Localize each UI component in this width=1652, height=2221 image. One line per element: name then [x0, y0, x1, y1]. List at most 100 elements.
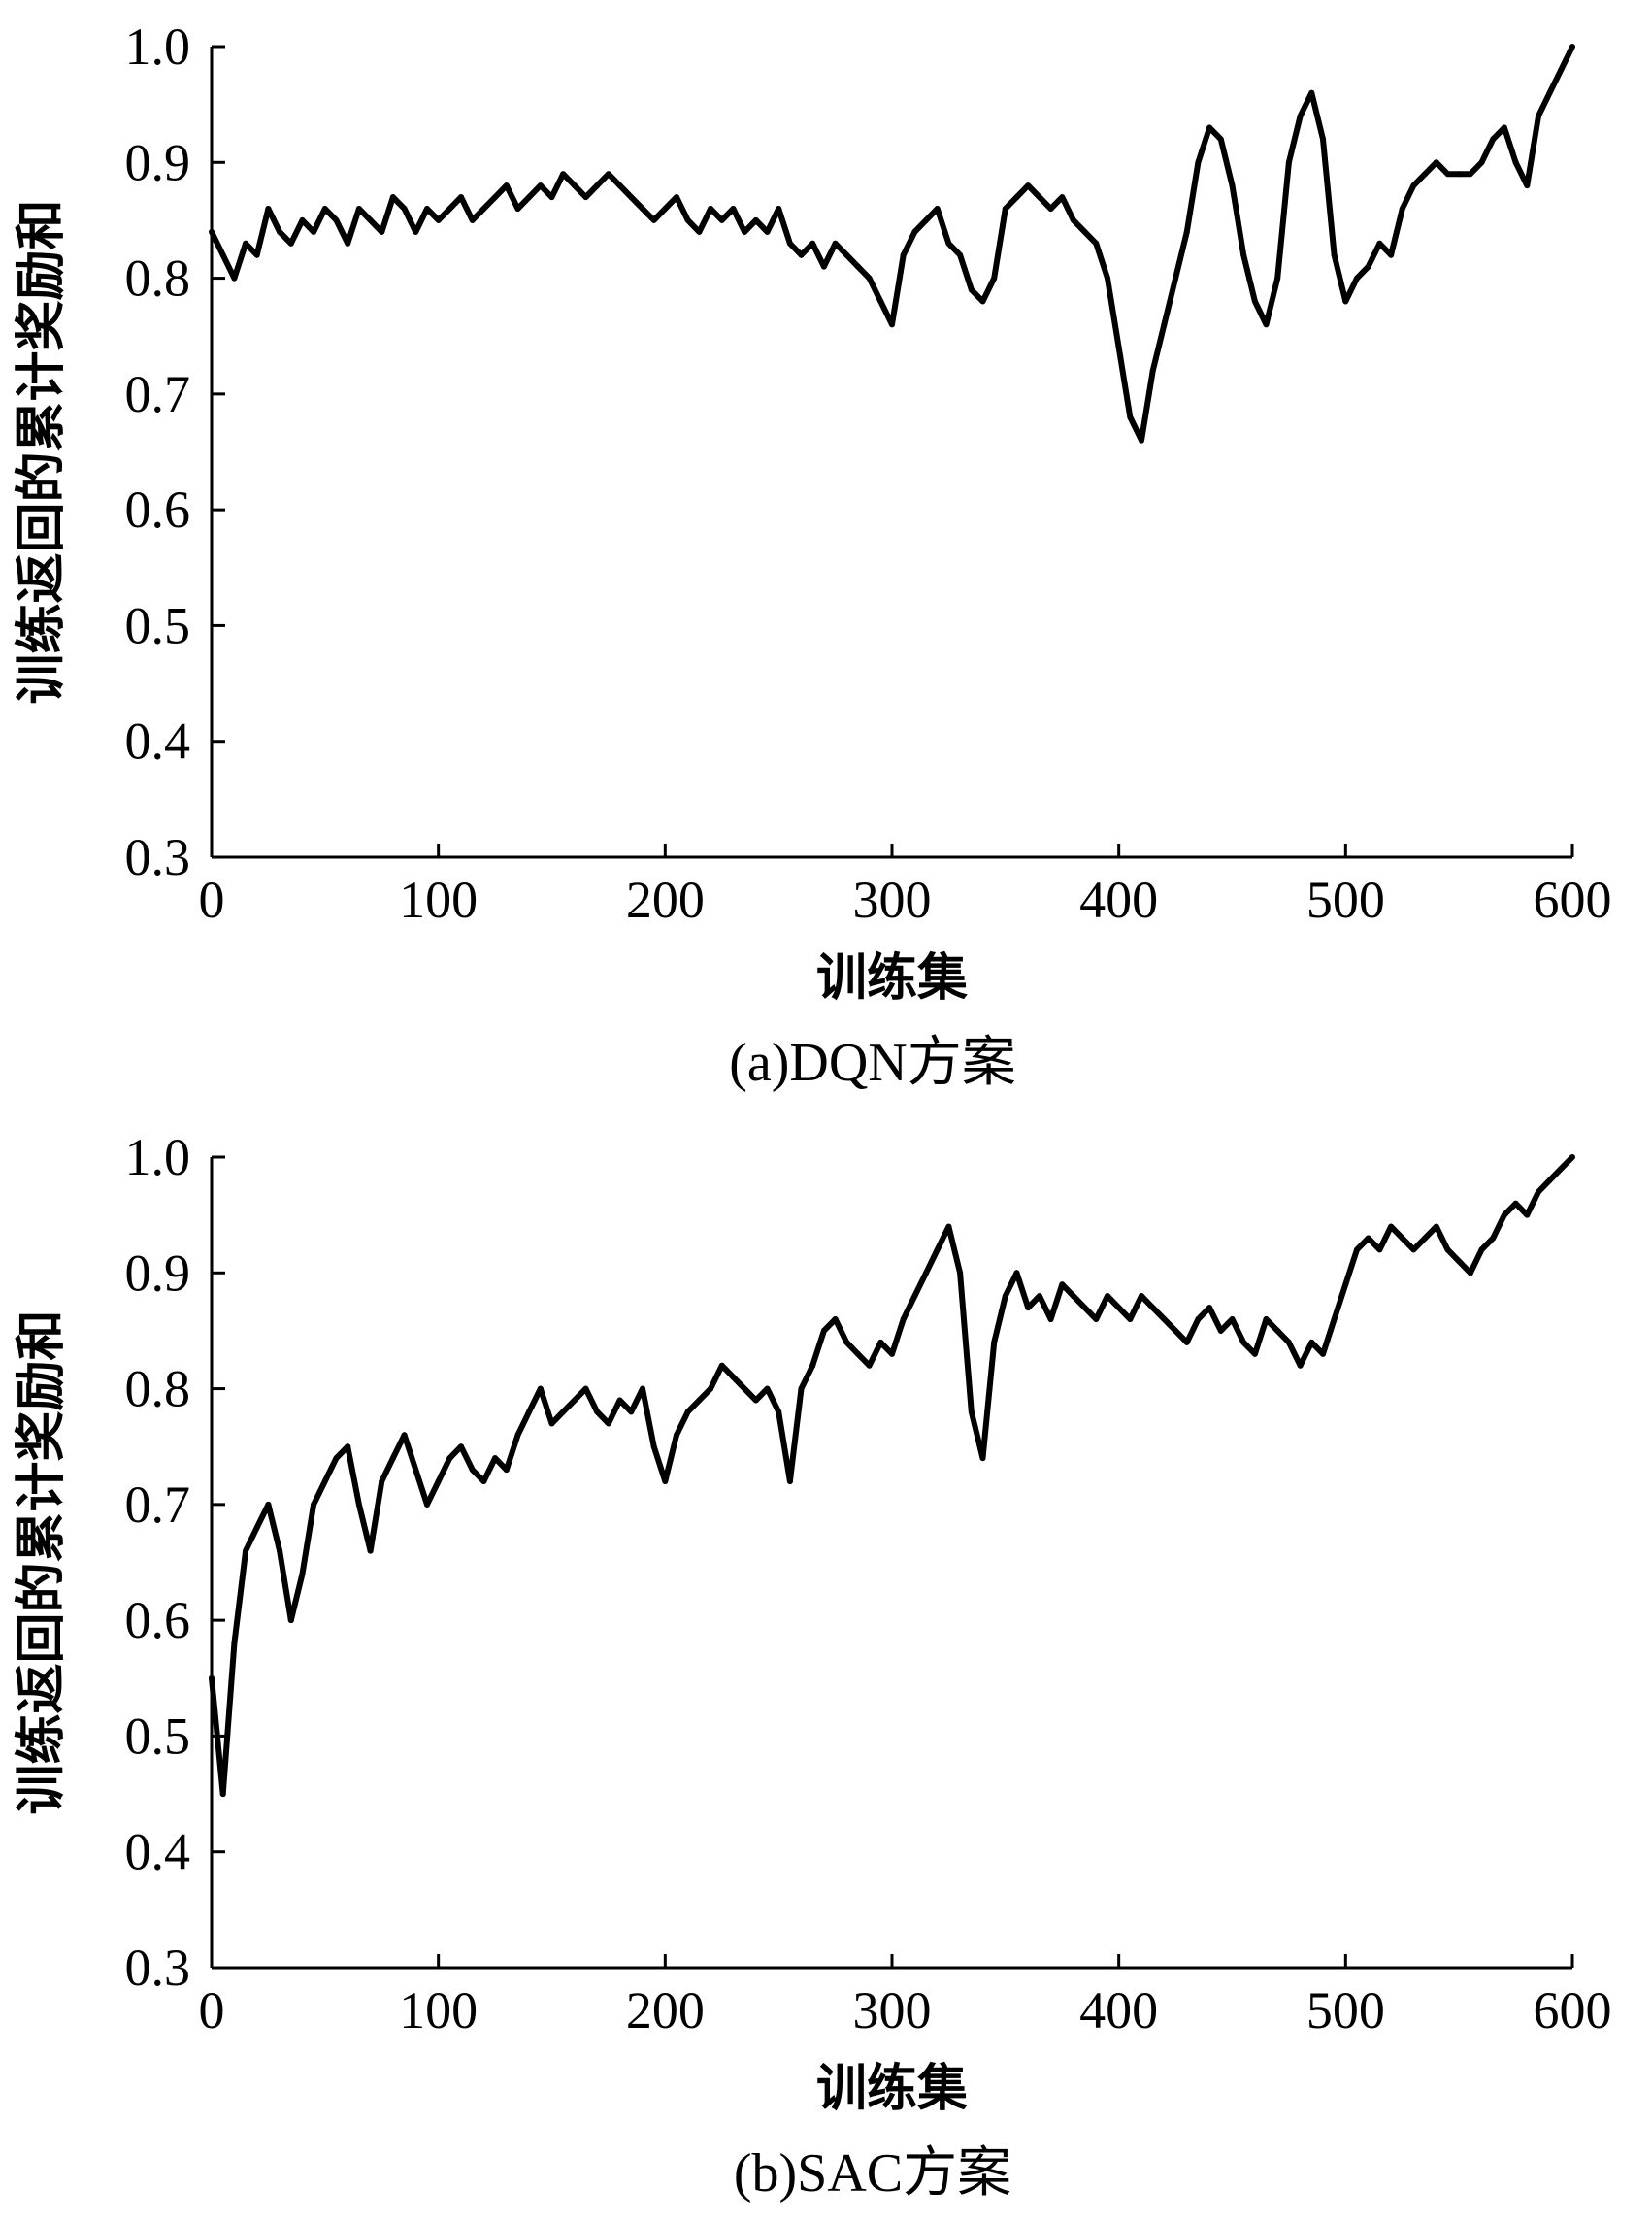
y-tick-label: 0.4 [125, 1823, 191, 1881]
data-point [355, 1501, 362, 1508]
data-point [389, 194, 396, 201]
data-point [1013, 1270, 1020, 1276]
data-point [1173, 275, 1179, 282]
data-point [742, 1385, 748, 1392]
x-axis-label: 训练集 [816, 949, 968, 1008]
data-point [1478, 159, 1485, 166]
x-tick-label: 500 [1306, 871, 1385, 929]
x-tick-label: 100 [399, 871, 478, 929]
data-point [1388, 1223, 1395, 1230]
data-point [345, 240, 351, 247]
data-point [752, 216, 759, 223]
x-tick-label: 600 [1534, 1981, 1612, 2039]
data-point [866, 275, 873, 282]
data-point [674, 1432, 679, 1439]
data-point [277, 1547, 283, 1554]
data-point [435, 216, 442, 223]
data-point [1206, 1305, 1213, 1311]
data-point [560, 1409, 567, 1415]
data-point [1081, 1305, 1088, 1311]
data-point [1251, 1350, 1258, 1357]
data-point [1297, 113, 1304, 119]
data-point [866, 1362, 873, 1369]
data-point [1536, 113, 1541, 119]
data-point [798, 251, 805, 258]
data-point [1161, 321, 1168, 328]
data-point [798, 1385, 805, 1392]
data-point [503, 1467, 510, 1474]
data-point [640, 206, 645, 212]
data-point [401, 206, 408, 212]
data-point [582, 1385, 589, 1392]
data-point [1105, 275, 1110, 282]
data-point [1139, 437, 1144, 444]
data-point [1422, 1235, 1429, 1242]
data-point [1512, 1200, 1519, 1207]
data-point [287, 240, 294, 247]
data-point [1183, 1339, 1190, 1345]
data-point [1195, 1316, 1202, 1322]
data-point [1365, 1235, 1371, 1242]
data-point [832, 240, 839, 247]
data-point [1512, 159, 1519, 166]
data-point [662, 206, 669, 212]
data-point [923, 216, 930, 223]
data-point [1070, 216, 1076, 223]
data-point [820, 1327, 827, 1334]
data-point [1376, 1246, 1383, 1253]
data-point [1320, 136, 1326, 143]
data-point [900, 1316, 907, 1322]
data-point [594, 1409, 601, 1415]
y-tick-label: 0.6 [125, 1591, 191, 1649]
panel-caption: (b)SAC方案 [734, 2143, 1011, 2204]
data-point [571, 182, 578, 189]
data-point [1105, 1293, 1110, 1300]
data-point [991, 1339, 998, 1345]
data-point [1047, 206, 1054, 212]
data-point [1059, 1281, 1066, 1288]
chart-panel-dqn: 0.3 0.4 0.5 0.6 0.7 0.8 0.9 1.0 0 100 200 300 400 500… [0, 0, 1652, 1110]
data-point [594, 182, 601, 189]
data-point [640, 1385, 645, 1392]
data-point [1467, 171, 1473, 178]
data-point [1422, 171, 1429, 178]
data-point [979, 1455, 986, 1462]
data-point [764, 228, 771, 235]
data-point [514, 1432, 521, 1439]
data-point [674, 194, 679, 201]
data-point [367, 1547, 374, 1554]
data-point [1490, 136, 1497, 143]
data-point [503, 182, 510, 189]
data-point [854, 1350, 861, 1357]
y-tick-label: 0.3 [125, 828, 191, 886]
data-point [333, 216, 340, 223]
data-point [1524, 182, 1531, 189]
data-point [1478, 1246, 1485, 1253]
data-point [1285, 159, 1292, 166]
data-point [1115, 345, 1122, 351]
data-point [299, 1571, 306, 1577]
data-point [843, 1339, 850, 1345]
data-point [1546, 1177, 1553, 1183]
data-point [650, 216, 657, 223]
data-point [1206, 124, 1213, 131]
data-point [843, 251, 850, 258]
data-point [492, 1455, 499, 1462]
data-point [424, 1501, 430, 1508]
data-point [923, 1270, 930, 1276]
series-line [209, 1154, 1575, 1798]
data-point [911, 228, 918, 235]
data-point [287, 1617, 294, 1624]
data-point [1149, 368, 1156, 374]
data-point [1025, 182, 1032, 189]
y-tick-label: 1.0 [125, 17, 191, 76]
y-tick-label: 0.7 [125, 365, 191, 423]
data-point [571, 1397, 578, 1404]
data-point [379, 228, 385, 235]
x-tick-label: 100 [399, 1981, 478, 2039]
data-point [1195, 159, 1202, 166]
data-point [526, 1409, 533, 1415]
data-point [469, 1467, 476, 1474]
data-point [1410, 182, 1417, 189]
data-point [526, 194, 533, 201]
